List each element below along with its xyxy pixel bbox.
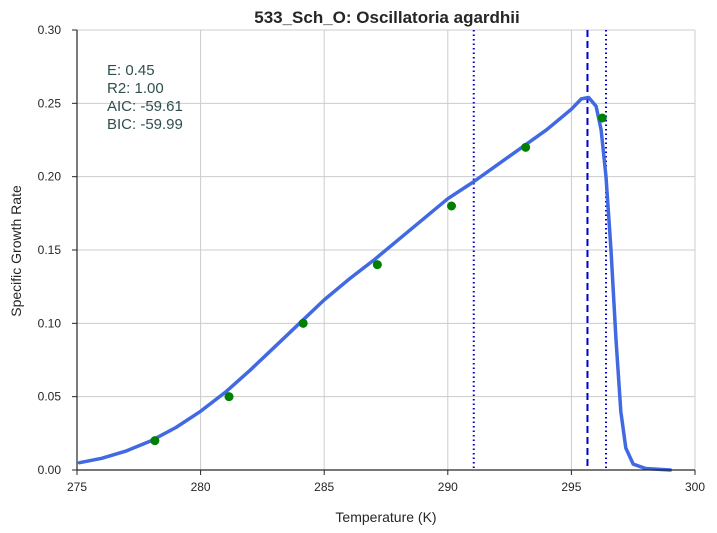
stats-r2: R2: 1.00: [107, 80, 164, 97]
stats-aic: AIC: -59.61: [107, 98, 183, 115]
stats-bic: BIC: -59.99: [107, 116, 183, 133]
y-tick-label: 0.20: [38, 170, 62, 184]
y-tick-label: 0.10: [38, 316, 62, 330]
data-point: [224, 392, 234, 402]
x-tick-label: 285: [314, 480, 334, 494]
x-tick-label: 275: [67, 480, 87, 494]
data-point: [298, 318, 308, 328]
fitted-curve: [77, 95, 673, 472]
y-tick-label: 0.05: [38, 390, 62, 404]
ticks: 275 280 285 290 295 300 0.00 0.05 0.10 0.15 0.20 0.…: [38, 23, 706, 494]
data-point: [447, 201, 457, 211]
y-tick-label: 0.00: [38, 463, 62, 477]
data-point: [597, 113, 607, 123]
series-layer: [77, 95, 673, 472]
chart-title: 533_Sch_O: Oscillatoria agardhii: [254, 8, 520, 27]
y-tick-label: 0.30: [38, 23, 62, 37]
x-tick-label: 280: [191, 480, 211, 494]
data-point: [372, 260, 382, 270]
stats-e: E: 0.45: [107, 62, 155, 79]
x-axis-label: Temperature (K): [335, 509, 436, 525]
x-tick-label: 295: [561, 480, 581, 494]
data-point: [521, 142, 531, 152]
vertical-lines: [472, 30, 608, 470]
stats-annotation: E: 0.45 R2: 1.00 AIC: -59.61 BIC: -59.99: [107, 62, 183, 133]
x-tick-label: 290: [438, 480, 458, 494]
x-tick-label: 300: [685, 480, 705, 494]
data-point: [150, 436, 160, 446]
y-tick-label: 0.25: [38, 96, 62, 110]
y-axis-label: Specific Growth Rate: [8, 185, 24, 317]
y-tick-label: 0.15: [38, 243, 62, 257]
